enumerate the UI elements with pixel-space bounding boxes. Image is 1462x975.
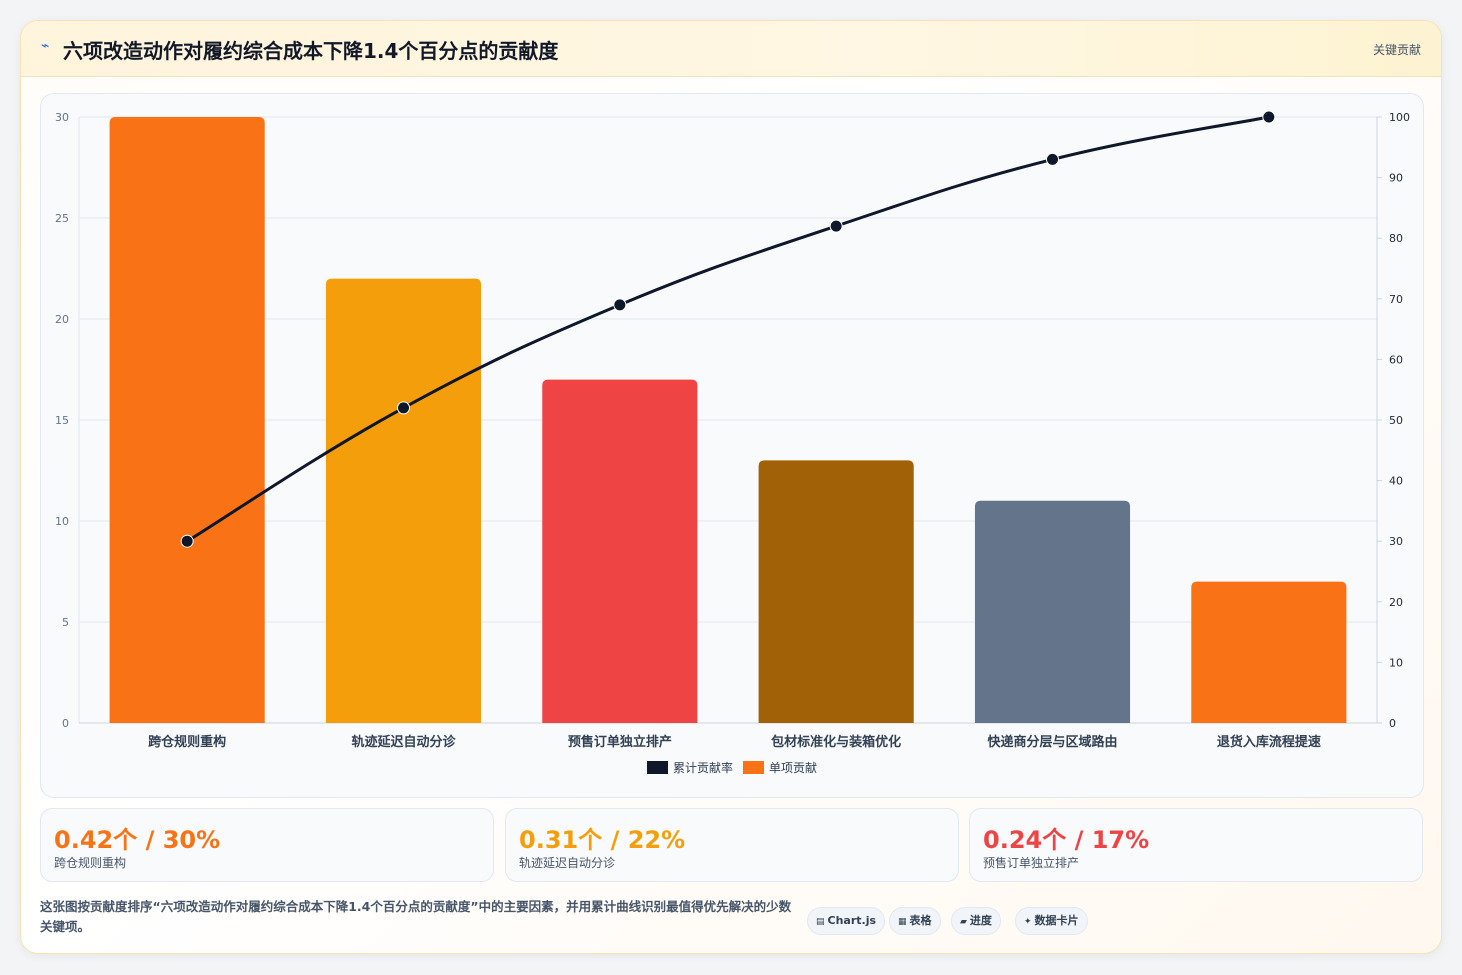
x-tick-label: 退货入库流程提速	[1217, 734, 1321, 750]
stat-card-3: 0.24个 / 17% 预售订单独立排产	[969, 808, 1423, 882]
page-title: 六项改造动作对履约综合成本下降1.4个百分点的贡献度	[63, 39, 559, 63]
cumulative-point	[829, 219, 843, 233]
pill-label: 表格	[909, 914, 932, 927]
y-right-tick-label: 70	[1389, 293, 1403, 306]
cumulative-line	[186, 115, 1270, 543]
pill-label: 进度	[969, 914, 992, 927]
pill-table[interactable]: ▦ 表格	[889, 907, 941, 935]
bar	[974, 500, 1131, 723]
y-right-tick-label: 20	[1389, 596, 1403, 609]
chart-line-icon: ⌁	[41, 38, 50, 54]
x-tick-label: 预售订单独立排产	[568, 734, 672, 750]
legend-label: 累计贡献率	[673, 760, 733, 775]
cumulative-point	[1262, 110, 1276, 124]
stat-value: 0.42个 / 30%	[54, 826, 221, 854]
bar	[758, 460, 914, 723]
y-left-tick-label: 30	[55, 111, 69, 124]
cumulative-point	[397, 401, 410, 415]
y-right-tick-label: 50	[1389, 414, 1403, 427]
card-icon: ✦	[1024, 917, 1032, 927]
dashboard-card: ⌁ 六项改造动作对履约综合成本下降1.4个百分点的贡献度 关键贡献 0 5 10 15…	[20, 20, 1442, 954]
x-tick-label: 轨迹延迟自动分诊	[351, 734, 456, 750]
y-right-tick-label: 30	[1389, 535, 1403, 548]
pill-label: 数据卡片	[1034, 914, 1079, 927]
bar	[542, 379, 698, 723]
progress-icon: ▰	[960, 917, 967, 927]
bar	[1191, 581, 1347, 723]
legend-swatch	[647, 761, 668, 774]
y-right-tick-label: 0	[1389, 717, 1396, 730]
bar	[325, 278, 482, 723]
legend-label: 单项贡献	[769, 760, 817, 775]
stat-card-2: 0.31个 / 22% 轨迹延迟自动分诊	[505, 808, 959, 882]
stat-label: 预售订单独立排产	[983, 856, 1080, 870]
pareto-chart: 0 5 10 15 20 25 30 0 10 20 30 40 50 60 70 80 90 100 跨仓规则重构…	[55, 110, 1410, 775]
cumulative-point	[180, 534, 194, 548]
y-left-tick-label: 10	[55, 515, 69, 528]
stat-label: 跨仓规则重构	[54, 856, 127, 870]
header-tag: 关键贡献	[1372, 43, 1421, 57]
chart-icon: ▤	[816, 917, 825, 927]
y-right-tick-label: 60	[1389, 353, 1403, 366]
x-tick-label: 包材标准化与装箱优化	[771, 734, 901, 750]
chart-panel: 0 5 10 15 20 25 30 0 10 20 30 40 50 60 70 80 90 100 跨仓规则重构…	[40, 93, 1424, 798]
stat-value: 0.31个 / 22%	[519, 826, 686, 854]
y-right-tick-label: 90	[1389, 172, 1403, 185]
y-left-tick-label: 15	[55, 414, 69, 427]
pill-chartjs[interactable]: ▤ Chart.js	[807, 907, 886, 935]
pill-progress[interactable]: ▰ 进度	[951, 907, 1001, 935]
bar	[109, 117, 265, 723]
card-header: ⌁ 六项改造动作对履约综合成本下降1.4个百分点的贡献度 关键贡献	[21, 21, 1441, 77]
cumulative-point	[613, 298, 627, 312]
legend-swatch	[743, 761, 764, 774]
y-right-tick-label: 10	[1389, 656, 1403, 669]
y-right-tick-label: 40	[1389, 475, 1403, 488]
y-right-tick-label: 80	[1389, 232, 1403, 245]
y-left-tick-label: 0	[62, 717, 69, 730]
pill-data-card[interactable]: ✦ 数据卡片	[1015, 907, 1088, 935]
y-left-tick-label: 5	[62, 616, 69, 629]
y-left-tick-label: 20	[55, 313, 69, 326]
table-icon: ▦	[898, 917, 907, 927]
x-tick-label: 跨仓规则重构	[148, 734, 226, 750]
chart-description: 这张图按贡献度排序“六项改造动作对履约综合成本下降1.4个百分点的贡献度”中的主…	[40, 899, 792, 934]
pill-label: Chart.js	[827, 914, 877, 927]
x-tick-label: 快递商分层与区域路由	[987, 734, 1117, 750]
y-left-tick-label: 25	[55, 212, 69, 225]
stat-label: 轨迹延迟自动分诊	[519, 856, 616, 870]
y-right-tick-label: 100	[1389, 111, 1410, 124]
stat-value: 0.24个 / 17%	[983, 826, 1150, 854]
cumulative-point	[1046, 152, 1059, 166]
stat-card-1: 0.42个 / 30% 跨仓规则重构	[40, 808, 494, 882]
